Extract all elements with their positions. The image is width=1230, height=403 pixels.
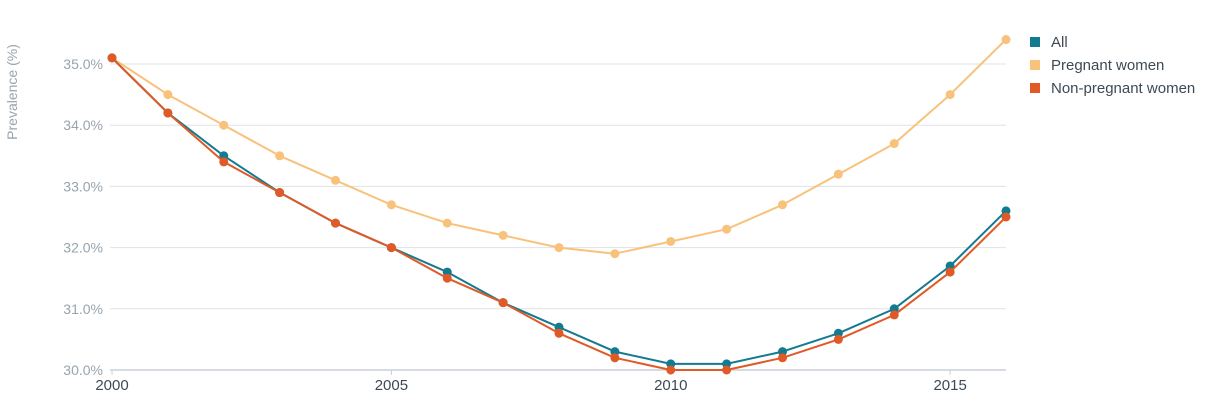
series-line: [111, 57, 1007, 365]
data-point[interactable]: [1001, 35, 1011, 45]
data-point[interactable]: [666, 236, 676, 246]
y-tick-label: 32.0%: [63, 240, 103, 256]
legend-label: All: [1051, 34, 1068, 51]
x-axis: 2000 2005 2010 2015: [95, 370, 967, 394]
y-tick-label: 35.0%: [63, 56, 103, 72]
data-point[interactable]: [386, 243, 396, 253]
data-point[interactable]: [1001, 212, 1011, 222]
x-tick-label: 2000: [95, 377, 128, 394]
legend-item[interactable]: Pregnant women: [1030, 57, 1164, 74]
data-point[interactable]: [275, 151, 285, 161]
data-point[interactable]: [889, 139, 899, 149]
y-tick-label: 33.0%: [63, 178, 103, 194]
x-tick-label: 2015: [933, 377, 966, 394]
data-point[interactable]: [722, 365, 732, 375]
data-point[interactable]: [275, 188, 285, 198]
data-point[interactable]: [498, 298, 508, 308]
legend-item[interactable]: All: [1030, 34, 1068, 51]
series-all: [107, 53, 1011, 369]
series-non-pregnant-women: [107, 53, 1011, 375]
y-tick-label: 34.0%: [63, 117, 103, 133]
x-tick-label: 2005: [375, 377, 408, 394]
y-axis-title: Prevalence (%): [4, 44, 20, 140]
data-point[interactable]: [945, 267, 955, 277]
legend-label: Non-pregnant women: [1051, 80, 1195, 97]
legend-swatch: [1030, 83, 1040, 93]
data-point[interactable]: [163, 90, 173, 100]
data-point[interactable]: [778, 353, 787, 363]
data-point[interactable]: [442, 273, 452, 283]
y-axis: 30.0% 31.0% 32.0% 33.0% 34.0% 35.0%: [63, 56, 103, 378]
data-point[interactable]: [554, 328, 564, 338]
data-point[interactable]: [219, 120, 229, 130]
data-point[interactable]: [889, 310, 899, 320]
data-point[interactable]: [778, 200, 787, 210]
x-tick-label: 2010: [654, 377, 687, 394]
legend-swatch: [1030, 60, 1040, 70]
data-point[interactable]: [163, 108, 173, 118]
data-point[interactable]: [833, 169, 843, 179]
series-lines: [107, 35, 1011, 375]
data-point[interactable]: [666, 365, 676, 375]
y-tick-label: 31.0%: [63, 301, 103, 317]
data-point[interactable]: [219, 157, 229, 167]
data-point[interactable]: [386, 200, 396, 210]
data-point[interactable]: [945, 90, 955, 100]
legend: All Pregnant women Non-pregnant women: [1030, 34, 1195, 97]
legend-swatch: [1030, 37, 1040, 47]
series-line: [111, 38, 1007, 255]
data-point[interactable]: [498, 230, 508, 240]
legend-label: Pregnant women: [1051, 57, 1164, 74]
data-point[interactable]: [833, 334, 843, 344]
data-point[interactable]: [331, 218, 340, 228]
data-point[interactable]: [610, 249, 620, 259]
data-point[interactable]: [610, 353, 620, 363]
data-point[interactable]: [722, 224, 732, 234]
series-pregnant-women: [107, 35, 1011, 259]
data-point[interactable]: [331, 175, 340, 185]
y-tick-label: 30.0%: [63, 362, 103, 378]
data-point[interactable]: [442, 218, 452, 228]
data-point[interactable]: [107, 53, 117, 63]
legend-item[interactable]: Non-pregnant women: [1030, 80, 1195, 97]
data-point[interactable]: [554, 243, 564, 253]
